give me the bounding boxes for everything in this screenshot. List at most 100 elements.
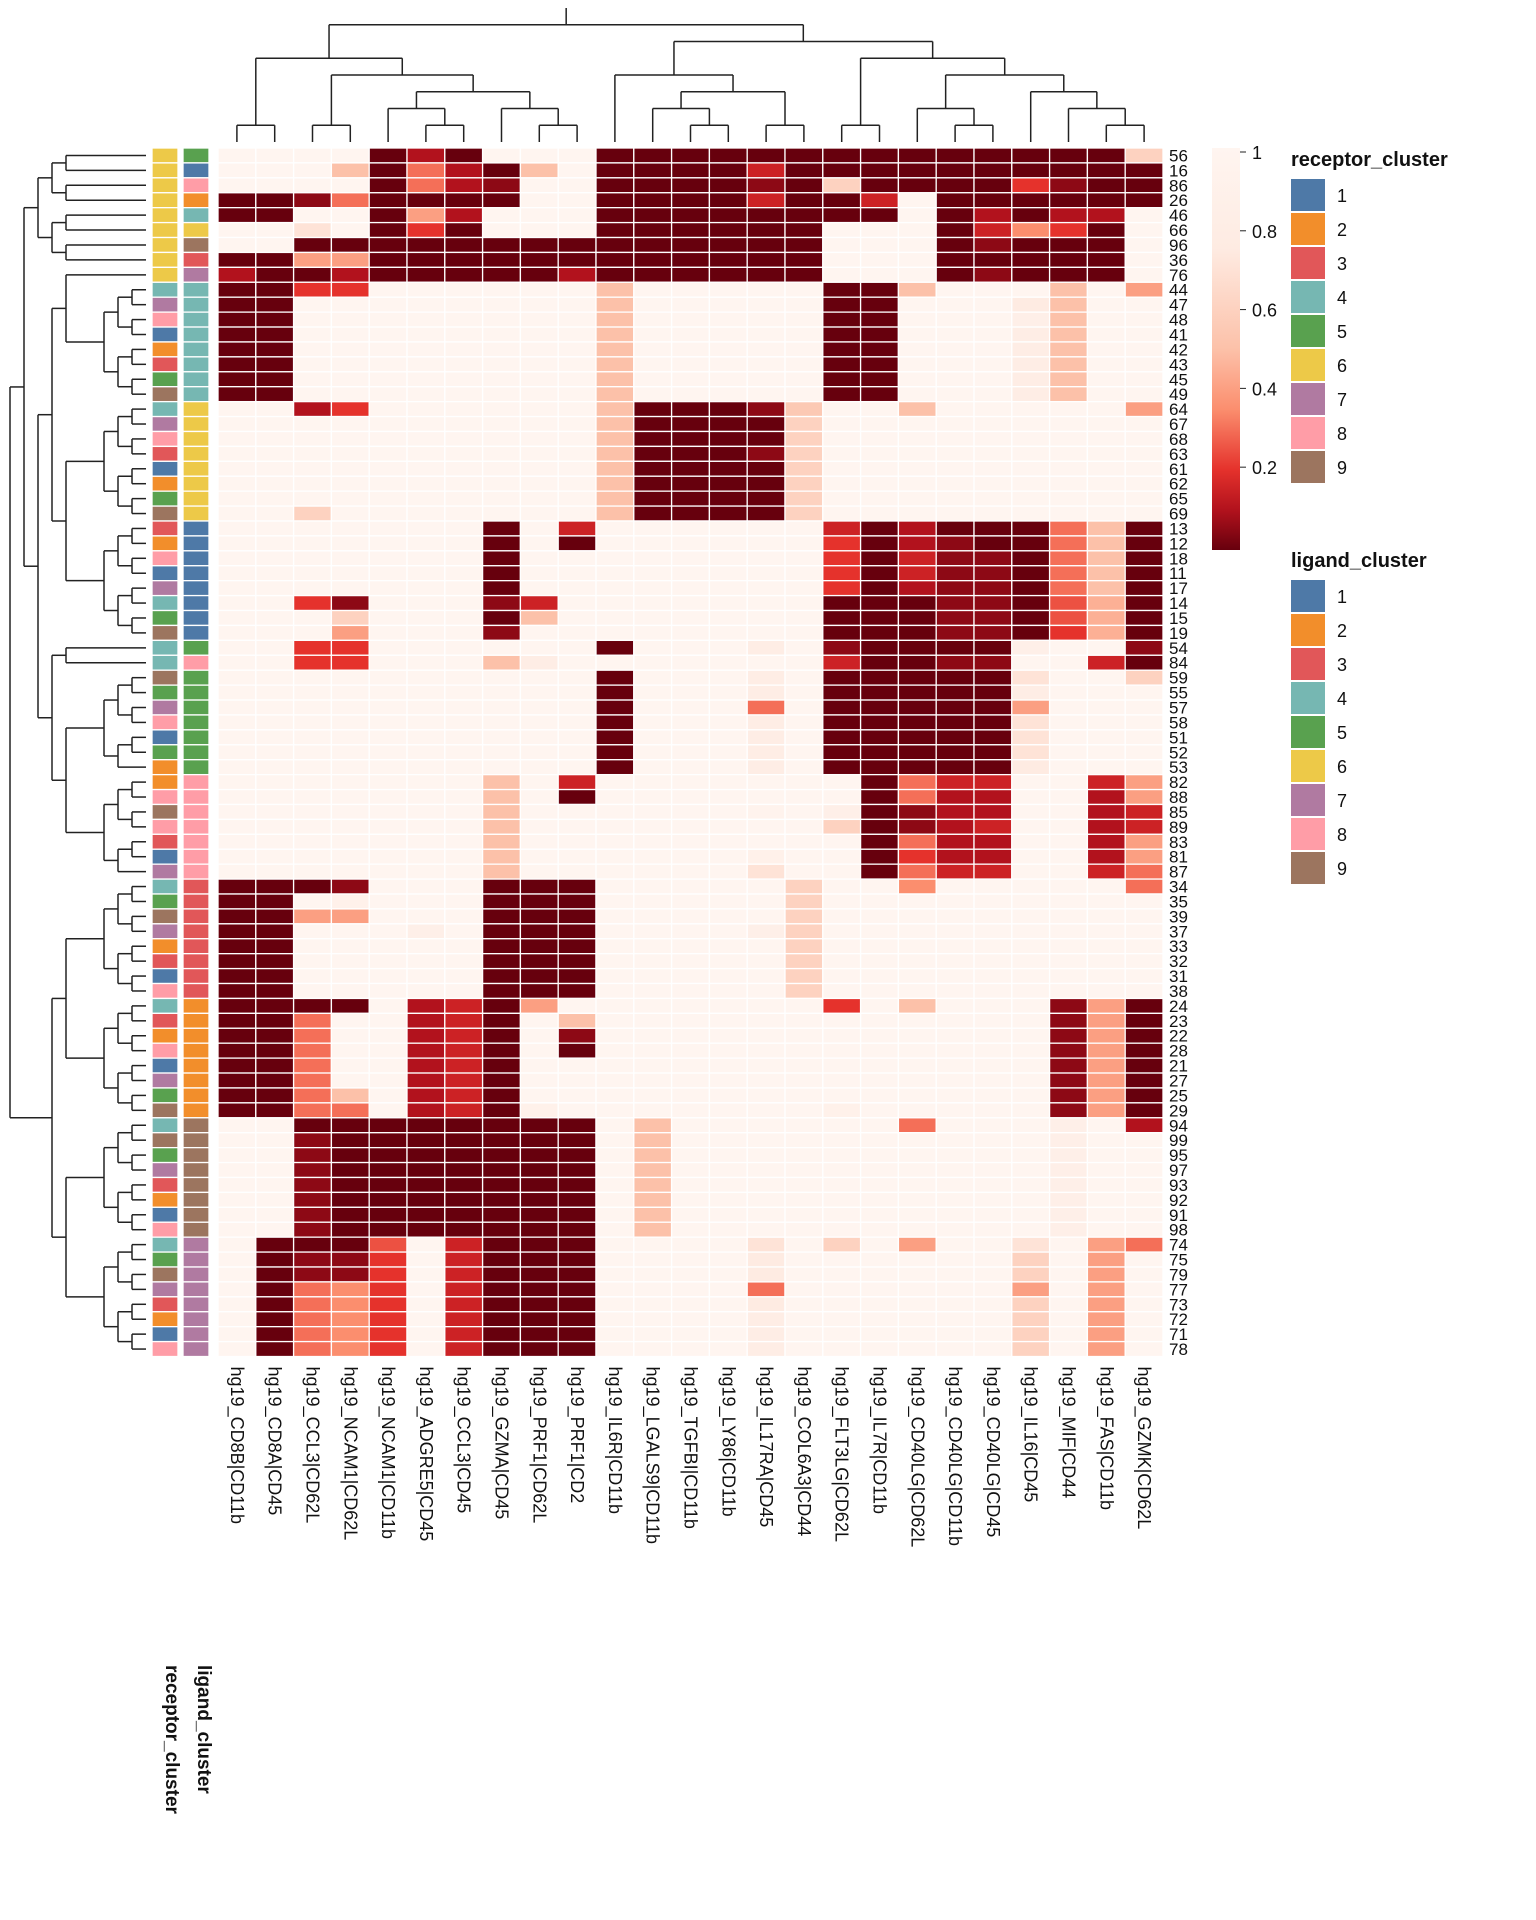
- heatmap-cell: [368, 759, 408, 776]
- heatmap-cell: [633, 773, 673, 791]
- heatmap-cell: [255, 1042, 295, 1059]
- heatmap-cell: [1086, 311, 1126, 328]
- heatmap-cell: [217, 266, 257, 283]
- receptor-cluster-cell: [151, 773, 179, 791]
- heatmap-cell: [217, 1176, 257, 1194]
- row-label: 54: [1169, 639, 1188, 658]
- heatmap-cell: [255, 266, 295, 283]
- heatmap-cell: [330, 1012, 370, 1029]
- heatmap-cell: [897, 759, 937, 776]
- heatmap-cell: [519, 520, 559, 537]
- heatmap-cell: [784, 221, 824, 239]
- heatmap-cell: [1048, 833, 1089, 850]
- heatmap-cell: [973, 1176, 1013, 1194]
- heatmap-cell: [406, 281, 446, 298]
- heatmap-cell: [670, 1087, 711, 1104]
- heatmap-cell: [368, 1206, 408, 1223]
- row-label: 31: [1169, 967, 1188, 986]
- color-scale-bar: [1212, 148, 1240, 550]
- column-label: hg19_CCL3|CD62L: [302, 1367, 323, 1524]
- heatmap-cell: [935, 430, 975, 448]
- heatmap-cell: [708, 296, 748, 313]
- heatmap-cell: [784, 207, 824, 224]
- heatmap-cell: [746, 953, 786, 970]
- heatmap-cell: [973, 848, 1013, 865]
- heatmap-cell: [444, 1296, 484, 1313]
- heatmap-cell: [1124, 251, 1164, 269]
- heatmap-cell: [822, 1117, 862, 1134]
- heatmap-cell: [708, 1176, 748, 1194]
- heatmap-cell: [368, 788, 408, 806]
- heatmap-cell: [897, 1266, 937, 1283]
- heatmap-cell: [670, 1117, 711, 1134]
- heatmap-cell: [1124, 878, 1164, 895]
- receptor-cluster-cell: [151, 953, 179, 970]
- heatmap-cell: [1048, 818, 1089, 835]
- heatmap-cell: [217, 535, 257, 552]
- row-label: 26: [1169, 191, 1188, 210]
- heatmap-cell: [1011, 1102, 1051, 1119]
- heatmap-cell: [935, 1311, 975, 1328]
- heatmap-cell: [217, 505, 257, 522]
- heatmap-cell: [292, 1146, 333, 1164]
- heatmap-cell: [822, 1176, 862, 1194]
- heatmap-cell: [292, 251, 333, 269]
- heatmap-cell: [519, 982, 559, 1000]
- heatmap-cell: [822, 953, 862, 970]
- heatmap-cell: [1011, 982, 1051, 1000]
- legend-swatch: [1291, 580, 1325, 612]
- heatmap-cell: [557, 714, 597, 731]
- heatmap-cell: [330, 997, 370, 1015]
- heatmap-cell: [217, 1296, 257, 1313]
- heatmap-cell: [481, 565, 522, 582]
- heatmap-cell: [859, 386, 900, 403]
- heatmap-cell: [1011, 1042, 1051, 1059]
- heatmap-cell: [633, 400, 673, 418]
- heatmap-cell: [406, 535, 446, 552]
- heatmap-cell: [330, 773, 370, 791]
- heatmap-cell: [557, 684, 597, 701]
- heatmap-cell: [1048, 1146, 1089, 1164]
- heatmap-cell: [708, 803, 748, 821]
- heatmap-cell: [822, 1251, 862, 1268]
- heatmap-cell: [557, 1057, 597, 1074]
- receptor-cluster-cell: [151, 565, 179, 582]
- heatmap-cell: [217, 1281, 257, 1298]
- column-label: hg19_ADGRE5|CD45: [415, 1367, 436, 1542]
- heatmap-cell: [897, 445, 937, 462]
- heatmap-cell: [1011, 490, 1051, 507]
- heatmap-cell: [633, 818, 673, 835]
- column-dendrogram: [236, 8, 1145, 142]
- heatmap-cell: [746, 565, 786, 582]
- heatmap-cell: [708, 594, 748, 612]
- heatmap-cell: [670, 624, 711, 642]
- heatmap-cell: [444, 162, 484, 179]
- heatmap-cell: [859, 1326, 900, 1343]
- receptor-cluster-cell: [151, 759, 179, 776]
- heatmap-cell: [935, 1012, 975, 1029]
- heatmap-cell: [1086, 1221, 1126, 1238]
- heatmap-cell: [595, 1340, 635, 1358]
- heatmap-cell: [444, 580, 484, 597]
- ligand-cluster-cell: [182, 505, 210, 522]
- heatmap-cell: [973, 997, 1013, 1015]
- heatmap-cell: [406, 221, 446, 239]
- heatmap-cell: [822, 818, 862, 835]
- heatmap-cell: [859, 430, 900, 448]
- heatmap-cell: [708, 773, 748, 791]
- heatmap-cell: [1124, 1281, 1164, 1298]
- heatmap-cell: [330, 967, 370, 985]
- heatmap-cell: [859, 177, 900, 194]
- heatmap-cell: [595, 669, 635, 686]
- heatmap-cell: [217, 356, 257, 373]
- heatmap-cell: [784, 460, 824, 477]
- heatmap-cell: [368, 1266, 408, 1283]
- heatmap-cell: [1048, 341, 1089, 358]
- heatmap-cell: [557, 1132, 597, 1149]
- heatmap-cell: [822, 386, 862, 403]
- heatmap-cell: [708, 609, 748, 627]
- heatmap-cell: [859, 207, 900, 224]
- heatmap-cell: [519, 311, 559, 328]
- heatmap-cell: [708, 535, 748, 552]
- row-label: 63: [1169, 445, 1188, 464]
